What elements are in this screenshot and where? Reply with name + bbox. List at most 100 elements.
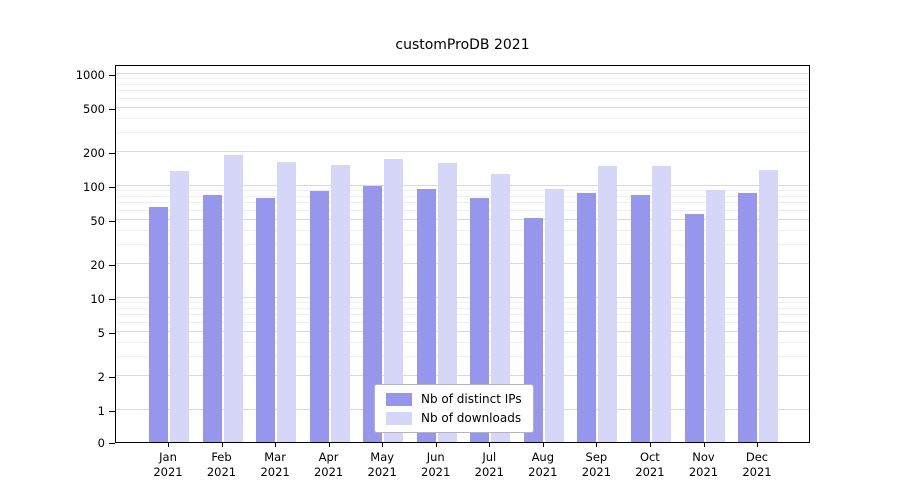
y-tick-mark	[109, 411, 115, 412]
x-tick-month: Apr	[318, 450, 339, 464]
x-tick-mark	[649, 443, 651, 447]
x-tick-mark	[382, 443, 384, 447]
major-gridline	[116, 375, 809, 377]
major-gridline	[116, 185, 809, 186]
minor-gridline	[116, 195, 809, 197]
major-gridline	[116, 297, 809, 298]
bar-distinct-ips-sep	[577, 192, 597, 442]
bar-distinct-ips-oct	[630, 195, 650, 442]
x-tick-mark	[328, 443, 330, 447]
bar-downloads-apr	[330, 164, 350, 442]
x-tick-year: 2021	[581, 465, 612, 479]
y-tick-label: 50	[90, 213, 105, 228]
x-tick-label: Feb 2021	[190, 450, 254, 480]
major-gridline	[116, 263, 809, 265]
minor-gridline	[116, 209, 809, 211]
x-tick-year: 2021	[742, 465, 772, 479]
x-tick-year: 2021	[528, 465, 558, 479]
y-tick-label: 1000	[75, 68, 105, 82]
x-tick-month: Mar	[264, 450, 286, 464]
x-tick-month: Nov	[692, 450, 715, 464]
plot-area: Nb of distinct IPs Nb of downloads	[115, 65, 810, 443]
x-tick-label: Apr 2021	[297, 450, 361, 480]
x-tick-year: 2021	[206, 465, 237, 479]
bar-downloads-jul	[491, 174, 511, 442]
minor-gridline	[116, 90, 809, 92]
x-tick-mark	[489, 443, 491, 447]
y-tick-label: 10	[90, 292, 105, 306]
bar-distinct-ips-feb	[202, 195, 222, 442]
y-tick-label: 500	[83, 101, 105, 116]
minor-gridline	[116, 117, 809, 119]
x-tick-month: Jan	[159, 450, 177, 464]
x-tick-label: Mar 2021	[243, 450, 307, 480]
minor-gridline	[116, 97, 809, 99]
bar-downloads-oct	[651, 166, 671, 442]
x-tick-month: Jun	[426, 450, 445, 464]
x-tick-year: 2021	[367, 465, 397, 479]
bar-distinct-ips-jul	[470, 198, 490, 442]
x-tick-label: Oct 2021	[618, 450, 682, 480]
minor-gridline	[116, 83, 809, 85]
minor-gridline	[116, 202, 809, 204]
legend-label-distinct-ips: Nb of distinct IPs	[421, 392, 522, 406]
x-tick-label: Jul 2021	[457, 450, 521, 480]
y-tick-label: 200	[83, 146, 105, 161]
chart-title: customProDB 2021	[395, 37, 530, 53]
legend: Nb of distinct IPs Nb of downloads	[374, 384, 534, 433]
x-tick-month: Dec	[745, 450, 769, 464]
x-tick-year: 2021	[260, 465, 290, 479]
x-tick-year: 2021	[313, 465, 344, 479]
x-tick-month: Sep	[585, 450, 608, 464]
bar-downloads-nov	[705, 189, 725, 442]
x-tick-mark	[275, 443, 277, 447]
y-tick-label: 100	[83, 180, 105, 194]
bar-downloads-feb	[223, 154, 243, 442]
major-gridline	[116, 106, 809, 108]
legend-item-distinct-ips: Nb of distinct IPs	[386, 392, 522, 406]
y-tick-label: 5	[97, 325, 105, 340]
x-tick-year: 2021	[421, 465, 451, 479]
major-gridline	[116, 330, 809, 332]
x-tick-label: Jan 2021	[136, 450, 200, 480]
minor-gridline	[116, 302, 809, 304]
minor-gridline	[116, 229, 809, 231]
major-gridline	[116, 151, 809, 153]
x-tick-month: Jul	[482, 450, 497, 464]
x-tick-mark	[168, 443, 169, 447]
bar-downloads-aug	[544, 188, 564, 442]
legend-label-downloads: Nb of downloads	[421, 411, 522, 425]
minor-gridline	[116, 314, 809, 316]
x-tick-year: 2021	[635, 465, 665, 479]
y-tick-mark	[109, 108, 115, 110]
bar-downloads-jan	[170, 171, 189, 442]
y-tick-mark	[109, 377, 115, 379]
x-tick-label: May 2021	[350, 450, 414, 480]
y-tick-mark	[109, 187, 115, 188]
y-tick-label: 2	[97, 370, 105, 385]
bar-downloads-mar	[277, 161, 297, 442]
x-tick-month: Aug	[531, 450, 555, 464]
x-tick-label: Aug 2021	[511, 450, 575, 480]
y-tick-mark	[109, 332, 115, 334]
minor-gridline	[116, 341, 809, 343]
minor-gridline	[116, 307, 809, 309]
y-tick-label: 1	[97, 404, 105, 418]
y-tick-mark	[109, 75, 115, 76]
y-tick-mark	[109, 153, 115, 155]
x-tick-month: Feb	[211, 450, 232, 464]
major-gridline	[116, 218, 809, 220]
bar-distinct-ips-nov	[684, 214, 704, 442]
bar-downloads-may	[384, 158, 404, 442]
x-tick-label: Sep 2021	[564, 450, 628, 480]
minor-gridline	[116, 131, 809, 133]
y-tick-label: 20	[90, 258, 105, 273]
bar-distinct-ips-apr	[309, 191, 329, 442]
x-tick-label: Nov 2021	[672, 450, 736, 480]
legend-swatch-downloads	[386, 411, 412, 425]
bar-distinct-ips-may	[363, 186, 383, 442]
y-tick-label: 0	[97, 436, 105, 450]
minor-gridline	[116, 355, 809, 357]
x-tick-month: May	[370, 450, 395, 464]
